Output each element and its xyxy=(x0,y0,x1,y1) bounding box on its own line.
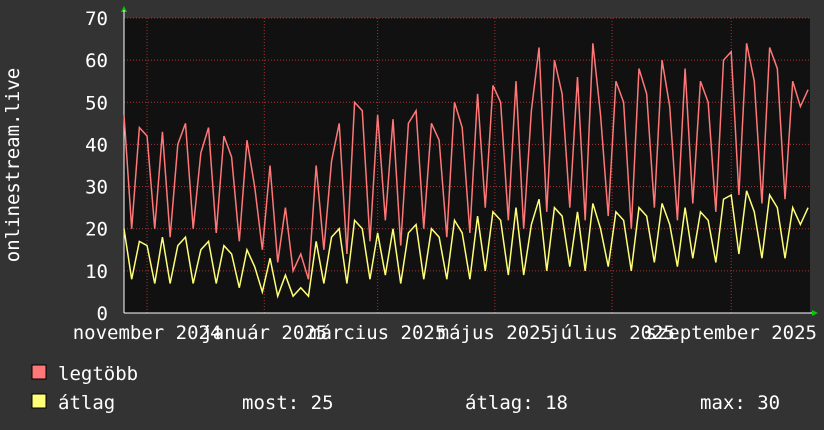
series-line xyxy=(123,43,809,280)
plot-area xyxy=(124,18,810,313)
stat-value: 25 xyxy=(311,392,334,414)
y-tick-label: 60 xyxy=(85,50,108,72)
stat-value: 18 xyxy=(545,392,568,414)
legend-stat: átlag: 18 xyxy=(465,392,568,414)
y-tick-label: 50 xyxy=(85,92,108,114)
x-tick-label: január 2025 xyxy=(201,322,327,344)
stat-label: max: xyxy=(700,392,746,414)
series-line xyxy=(123,190,809,299)
legend-stat: most: 25 xyxy=(242,392,334,414)
x-tick-label: július 2025 xyxy=(549,322,675,344)
y-tick-label: 20 xyxy=(85,219,108,241)
stat-label: átlag: xyxy=(465,392,534,414)
y-tick-label: 40 xyxy=(85,134,108,156)
axis-arrow xyxy=(121,6,127,12)
y-axis-label: onlinestream.live xyxy=(2,68,24,262)
legend-swatch xyxy=(31,393,47,409)
y-tick-label: 10 xyxy=(85,261,108,283)
y-tick-label: 30 xyxy=(85,177,108,199)
stat-label: most: xyxy=(242,392,299,414)
y-tick-label: 0 xyxy=(97,303,108,325)
x-tick-label: szeptember 2025 xyxy=(645,322,817,344)
legend-label: legtöbb xyxy=(58,363,138,385)
x-tick-label: március 2025 xyxy=(309,322,446,344)
stat-value: 30 xyxy=(757,392,780,414)
legend-swatch xyxy=(31,364,47,380)
legend-stat: max: 30 xyxy=(700,392,780,414)
x-tick-label: november 2024 xyxy=(73,322,222,344)
legend-label: átlag xyxy=(58,392,115,414)
axis-arrow xyxy=(812,310,818,316)
y-tick-label: 70 xyxy=(85,8,108,30)
x-tick-label: május 2025 xyxy=(438,322,552,344)
